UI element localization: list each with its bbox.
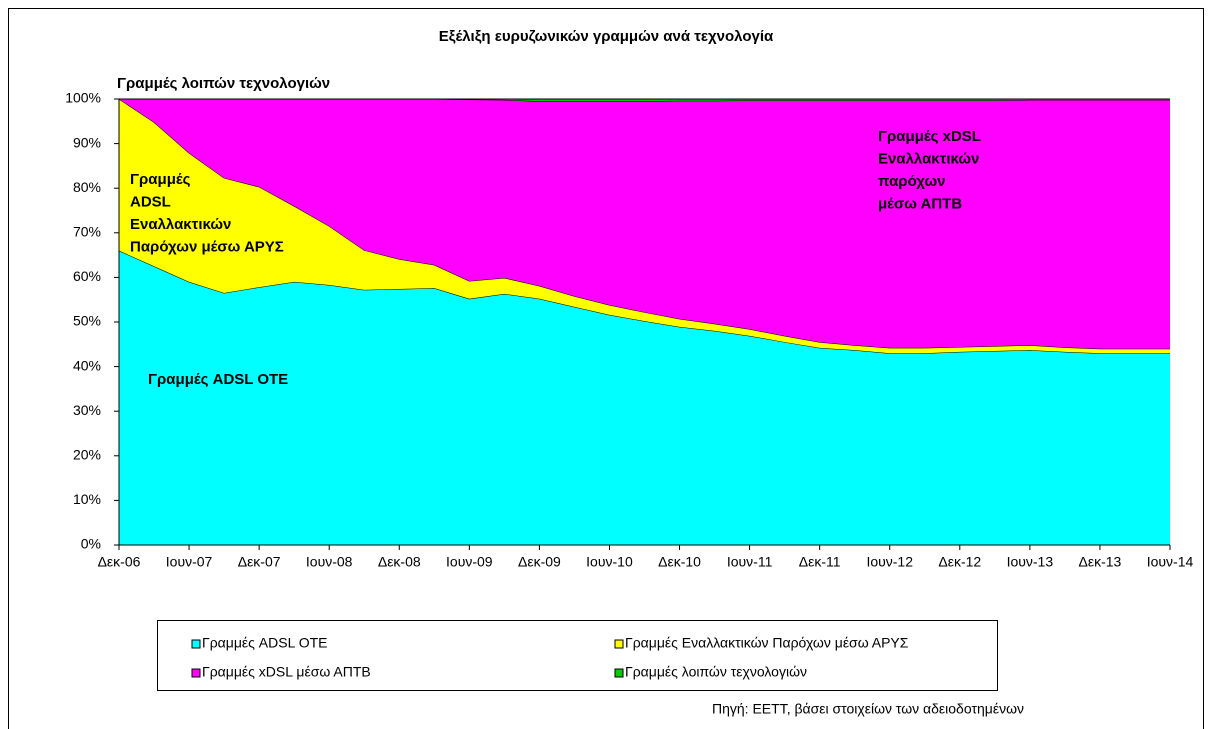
chart-title: Εξέλιξη ευρυζωνικών γραμμών ανά τεχνολογ…	[439, 28, 774, 45]
area	[119, 99, 1170, 349]
y-tick-label: 20%	[73, 447, 101, 463]
area	[119, 99, 1170, 102]
chart-frame	[8, 8, 1204, 729]
x-tick-label: Ιουν-07	[166, 554, 213, 570]
annotation: μέσω ΑΠΤΒ	[878, 195, 962, 212]
source-note: Πηγή: ΕΕΤΤ, βάσει στοιχείων των αδειοδοτ…	[712, 701, 1024, 717]
y-tick-label: 100%	[65, 90, 101, 106]
x-tick-label: Ιουν-13	[1007, 554, 1054, 570]
legend-label: Γραμμές ADSL ΟΤΕ	[202, 635, 328, 651]
x-tick-label: Δεκ-08	[378, 554, 421, 570]
x-tick-label: Ιουν-09	[446, 554, 493, 570]
x-tick-label: Ιουν-14	[1147, 554, 1194, 570]
y-tick-label: 90%	[73, 134, 101, 150]
y-tick-label: 50%	[73, 313, 101, 329]
x-tick-label: Δεκ-10	[658, 554, 701, 570]
annotation: Εναλλακτικών	[878, 150, 979, 167]
annotation: ADSL	[130, 193, 171, 210]
x-tick-label: Δεκ-13	[1079, 554, 1122, 570]
y-tick-label: 70%	[73, 224, 101, 240]
legend-label: Γραμμές Εναλλακτικών Παρόχων μέσω ΑΡΥΣ	[625, 635, 909, 651]
annotation: Γραμμές ADSL ΟΤΕ	[148, 371, 288, 388]
legend-label: Γραμμές λοιπών τεχνολογιών	[625, 664, 807, 680]
legend-swatch	[614, 639, 624, 649]
legend-label: Γραμμές xDSL μέσω ΑΠΤΒ	[202, 664, 371, 680]
legend-swatch	[191, 668, 201, 678]
x-tick-label: Ιουν-10	[586, 554, 633, 570]
annotation: παρόχων	[878, 173, 946, 190]
x-tick-label: Ιουν-11	[727, 554, 773, 570]
y-tick-label: 0%	[81, 536, 101, 552]
x-tick-label: Ιουν-08	[306, 554, 353, 570]
legend	[157, 620, 998, 691]
annotation: Γραμμές xDSL	[878, 128, 981, 145]
x-tick-label: Δεκ-09	[518, 554, 561, 570]
annotation: Γραμμές	[130, 171, 191, 188]
y-tick-label: 40%	[73, 357, 101, 373]
y-tick-label: 10%	[73, 491, 101, 507]
y-tick-label: 80%	[73, 179, 101, 195]
legend-swatch	[191, 639, 201, 649]
area	[119, 250, 1170, 545]
x-tick-label: Ιουν-12	[866, 554, 913, 570]
annotation: Εναλλακτικών	[130, 216, 231, 233]
x-tick-label: Δεκ-11	[799, 554, 841, 570]
x-tick-label: Δεκ-12	[938, 554, 981, 570]
y-tick-label: 60%	[73, 268, 101, 284]
x-tick-label: Δεκ-07	[238, 554, 281, 570]
annotation: Γραμμές λοιπών τεχνολογιών	[117, 75, 330, 92]
y-tick-label: 30%	[73, 402, 101, 418]
legend-swatch	[614, 668, 624, 678]
x-tick-label: Δεκ-06	[98, 554, 141, 570]
annotation: Παρόχων μέσω ΑΡΥΣ	[130, 238, 284, 255]
